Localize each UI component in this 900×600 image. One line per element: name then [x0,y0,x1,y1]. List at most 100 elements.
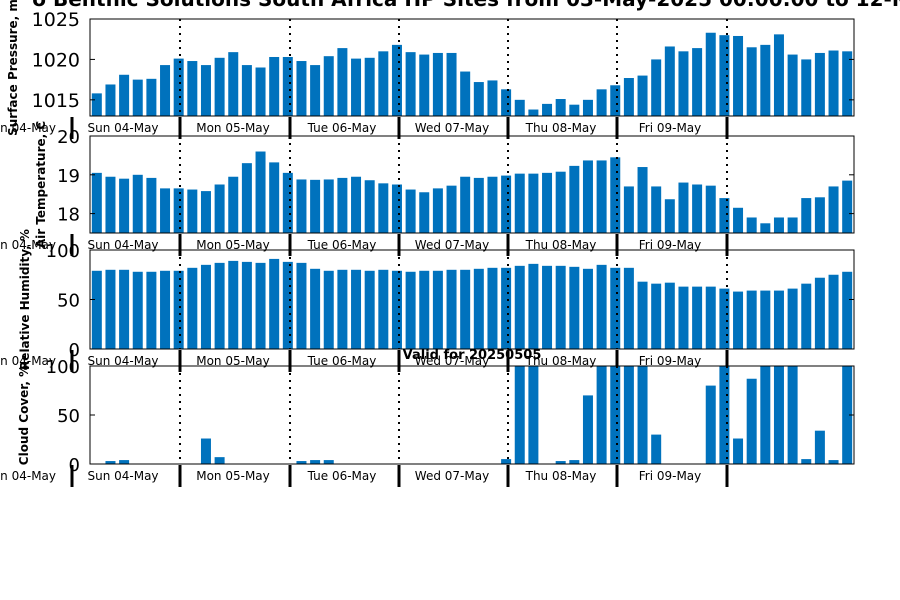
humidity-bar [610,267,621,349]
temperature-bar [119,178,130,233]
day-label: Wed 07-May [415,238,489,252]
day-label: Tue 06-May [307,238,377,252]
pressure-bar [719,35,730,116]
temperature-bar [760,223,771,233]
temperature-bar [705,185,716,233]
temperature-bar [542,172,553,233]
day-label: Sun 04-May [87,469,158,483]
temperature-bar [214,184,225,233]
temperature-bar [664,199,675,233]
temperature-bar [637,167,648,233]
day-label: Fri 09-May [639,121,702,135]
temperature-bar [146,177,157,233]
cloud-bar [310,460,321,464]
humidity-bar [842,271,853,349]
pressure-bar [705,32,716,116]
pressure-bar [773,34,784,116]
humidity-bar [432,270,443,349]
pressure-panel: 1015 1020 1025 Surface Pressure, mn 04-May S… [0,0,855,139]
temperature-bar [528,173,539,233]
humidity-bar [91,270,102,349]
temperature-bar [173,188,184,233]
y-tick-label: 19 [57,166,80,187]
valid-date-label: Valid for 20250505 [403,348,542,363]
temperature-bar [692,184,703,233]
day-label: Mon 05-May [196,238,270,252]
temperature-panel: 18 19 20 Air Temperature, Cn 04-May Sun 04-M… [0,121,855,256]
humidity-bar [351,269,362,349]
cloud-bar [651,434,662,464]
pressure-bar [746,47,757,116]
cloud-bar [200,438,211,464]
humidity-bar [719,288,730,349]
day-label: Fri 09-May [639,469,702,483]
pressure-bar [173,58,184,116]
day-label: Wed 07-May [415,469,489,483]
humidity-bar [460,269,471,349]
cloud-bar [773,366,784,464]
temperature-bar [801,198,812,233]
humidity-bar [678,286,689,349]
pressure-bar [282,56,293,116]
pressure-bar [610,85,621,116]
day-label: Thu 08-May [525,354,597,368]
pressure-bar [514,99,525,116]
humidity-bar [555,265,566,349]
temperature-bar [828,186,839,233]
cloud-bar [514,366,525,464]
temperature-bar [678,182,689,233]
temperature-bar [269,162,280,233]
cloud-bar [596,366,607,464]
humidity-bar [501,267,512,349]
pressure-bar [119,74,130,116]
pressure-bar [487,80,498,116]
temperature-bar [200,191,211,233]
day-label: Fri 09-May [639,238,702,252]
day-label: Sun 04-May [87,121,158,135]
pressure-bar [842,51,853,116]
temperature-bar [323,179,334,233]
day-label: n 04-May [0,121,56,135]
temperature-bar [228,176,239,233]
temperature-bar [569,165,580,233]
humidity-bar [296,262,307,349]
temperature-bar [391,184,402,233]
pressure-bar [623,78,634,116]
temperature-bar [460,176,471,233]
temperature-bar [582,160,593,233]
pressure-bar [310,65,321,116]
humidity-bar [419,270,430,349]
cloud-bar [760,366,771,464]
pressure-bar [664,46,675,117]
humidity-bar [241,261,252,349]
humidity-bar [596,264,607,349]
temperature-bar [501,175,512,233]
temperature-bar [719,198,730,233]
day-label: Sun 04-May [87,354,158,368]
y-tick-label: 20 [57,127,80,148]
cloud-ylabel: Cloud Cover, % [17,365,31,465]
cloud-bar [637,366,648,464]
day-label: Tue 06-May [307,121,377,135]
cloud-bar [787,366,798,464]
temperature-bar [746,217,757,233]
humidity-bar [214,262,225,349]
temperature-bar [105,176,116,233]
humidity-bar [569,266,580,349]
pressure-bar [501,89,512,116]
humidity-bar [187,267,198,349]
temperature-bar [842,180,853,233]
day-label: Thu 08-May [525,238,597,252]
temperature-bar [432,188,443,233]
pressure-bar [787,54,798,116]
humidity-bar [514,265,525,349]
humidity-ylabel: Relative Humidity, % [18,229,32,370]
day-label: Thu 08-May [525,469,597,483]
humidity-bar [733,291,744,349]
temperature-bar [487,176,498,233]
humidity-bar [173,270,184,349]
day-label: n 04-May [0,469,56,483]
temperature-bar [337,177,348,233]
